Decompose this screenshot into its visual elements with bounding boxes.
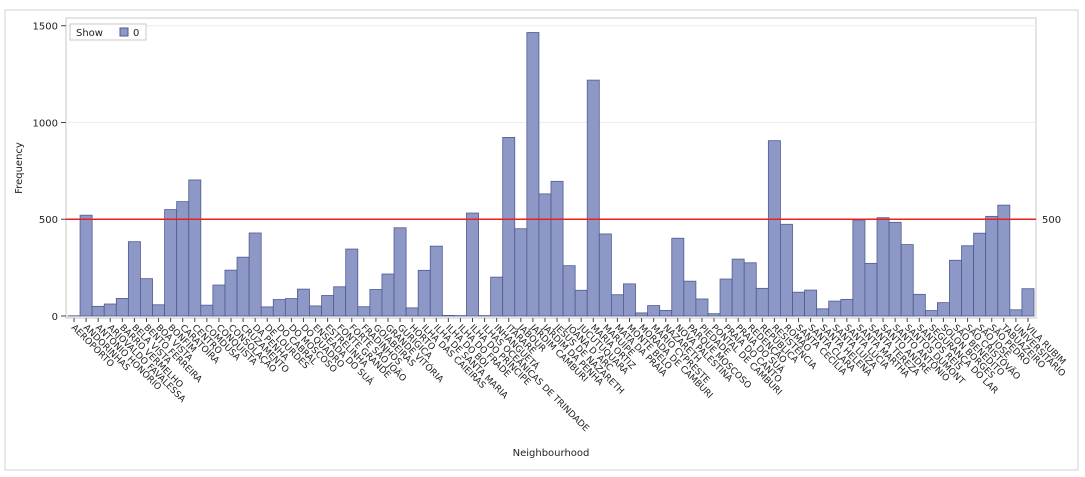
y-tick-label: 0: [52, 312, 58, 323]
bar: [490, 276, 504, 317]
bar: [610, 294, 624, 317]
bar: [345, 248, 359, 317]
legend-title: Show: [76, 28, 103, 39]
bar: [997, 204, 1011, 317]
bar: [405, 307, 419, 317]
bar: [248, 232, 262, 317]
bar: [574, 289, 588, 317]
bar: [188, 179, 202, 317]
bar: [212, 284, 226, 317]
bar: [598, 233, 612, 317]
bar: [924, 310, 938, 317]
bar: [852, 219, 866, 317]
bar: [635, 312, 649, 317]
bar: [309, 305, 322, 317]
bar: [816, 308, 830, 317]
bar: [792, 291, 805, 317]
reference-label: 500: [1042, 215, 1061, 226]
bar: [623, 283, 636, 317]
y-tick-label: 1500: [33, 22, 58, 33]
y-tick-label: 500: [39, 215, 58, 226]
bar: [695, 298, 709, 317]
bar: [985, 215, 999, 317]
bar: [369, 289, 383, 317]
bar: [949, 259, 962, 317]
bar: [260, 306, 274, 317]
bar: [357, 306, 371, 317]
bar: [719, 278, 733, 317]
bar: [864, 262, 878, 317]
bar: [236, 256, 250, 317]
bar: [297, 288, 310, 317]
bar: [586, 79, 600, 317]
bar: [647, 305, 661, 317]
bar: [743, 262, 757, 317]
bar: [1021, 288, 1035, 317]
bar: [562, 265, 576, 317]
bar: [333, 286, 347, 317]
bar: [973, 232, 987, 317]
bar: [961, 245, 975, 317]
bar: [466, 212, 479, 317]
bar: [659, 309, 673, 317]
bar: [140, 278, 153, 317]
bar: [937, 302, 950, 317]
bar: [514, 228, 528, 317]
bar: [550, 180, 564, 317]
bar: [115, 297, 129, 317]
bar: [224, 269, 238, 317]
bar: [526, 32, 540, 317]
bar: [780, 223, 793, 317]
bar: [1009, 309, 1023, 317]
bar: [429, 245, 443, 317]
bar: [381, 273, 395, 317]
legend-swatch: [119, 27, 129, 37]
bar: [393, 227, 407, 317]
bar: [272, 299, 286, 317]
bar: [840, 298, 854, 317]
bar: [888, 221, 902, 317]
bar: [731, 258, 745, 317]
bar: [538, 193, 552, 317]
bar: [707, 313, 721, 317]
bar: [900, 244, 914, 317]
bar: [441, 315, 455, 317]
bar: [417, 269, 431, 317]
y-axis-label: Frequency: [14, 142, 25, 194]
bar: [804, 289, 818, 317]
plot-area: [65, 17, 1037, 319]
bar: [127, 241, 141, 317]
bar: [79, 214, 93, 317]
bar: [200, 304, 214, 317]
bar: [103, 303, 117, 317]
bar: [912, 293, 926, 317]
bar: [284, 298, 298, 317]
bar: [755, 287, 769, 317]
x-axis-label: Neighbourhood: [513, 448, 590, 459]
bar: [671, 237, 685, 317]
bar: [321, 295, 335, 317]
legend-label: 0: [133, 28, 139, 39]
bar: [164, 209, 178, 317]
bar: [502, 136, 516, 317]
bar: [767, 140, 781, 317]
bar: [828, 300, 842, 317]
bar: [876, 217, 890, 317]
bar: [683, 280, 697, 317]
bar: [91, 305, 105, 317]
bar: [152, 304, 165, 317]
y-tick-label: 1000: [33, 118, 58, 129]
